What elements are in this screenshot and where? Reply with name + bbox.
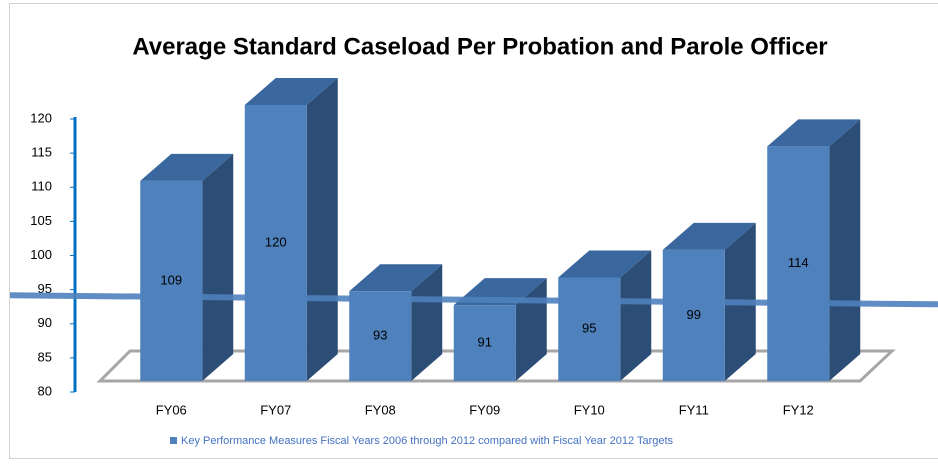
bar [454,278,547,381]
data-label: 109 [160,272,182,287]
data-label: 120 [265,234,287,249]
x-tick-label: FY07 [260,402,291,417]
y-tick-label: 120 [30,110,52,125]
y-tick-label: 80 [38,383,52,398]
legend-label: Key Performance Measures Fiscal Years 20… [181,435,674,447]
y-tick-label: 115 [31,145,52,160]
chart-title: Average Standard Caseload Per Probation … [132,33,827,60]
y-tick-label: 110 [31,179,52,194]
bar-side [202,154,233,381]
y-tick-label: 100 [30,247,52,262]
bar [349,264,442,381]
y-tick-label: 85 [38,349,52,364]
data-label: 93 [373,328,387,343]
bar [558,251,651,382]
data-label: 91 [478,334,492,349]
x-tick-label: FY12 [783,402,814,417]
data-label: 95 [582,321,596,336]
data-label: 99 [687,307,701,322]
x-tick-label: FY06 [156,402,187,417]
x-tick-label: FY09 [469,402,500,417]
bar-side [829,119,860,381]
y-tick-label: 105 [30,213,52,228]
x-tick-label: FY11 [679,402,709,417]
bar [245,78,338,381]
bar [140,154,233,381]
bar [767,119,860,381]
x-tick-label: FY08 [365,402,396,417]
data-label: 114 [788,255,809,270]
x-tick-label: FY10 [574,402,605,417]
bar-side [307,78,338,381]
legend-swatch [170,437,177,444]
y-tick-label: 90 [38,315,52,330]
